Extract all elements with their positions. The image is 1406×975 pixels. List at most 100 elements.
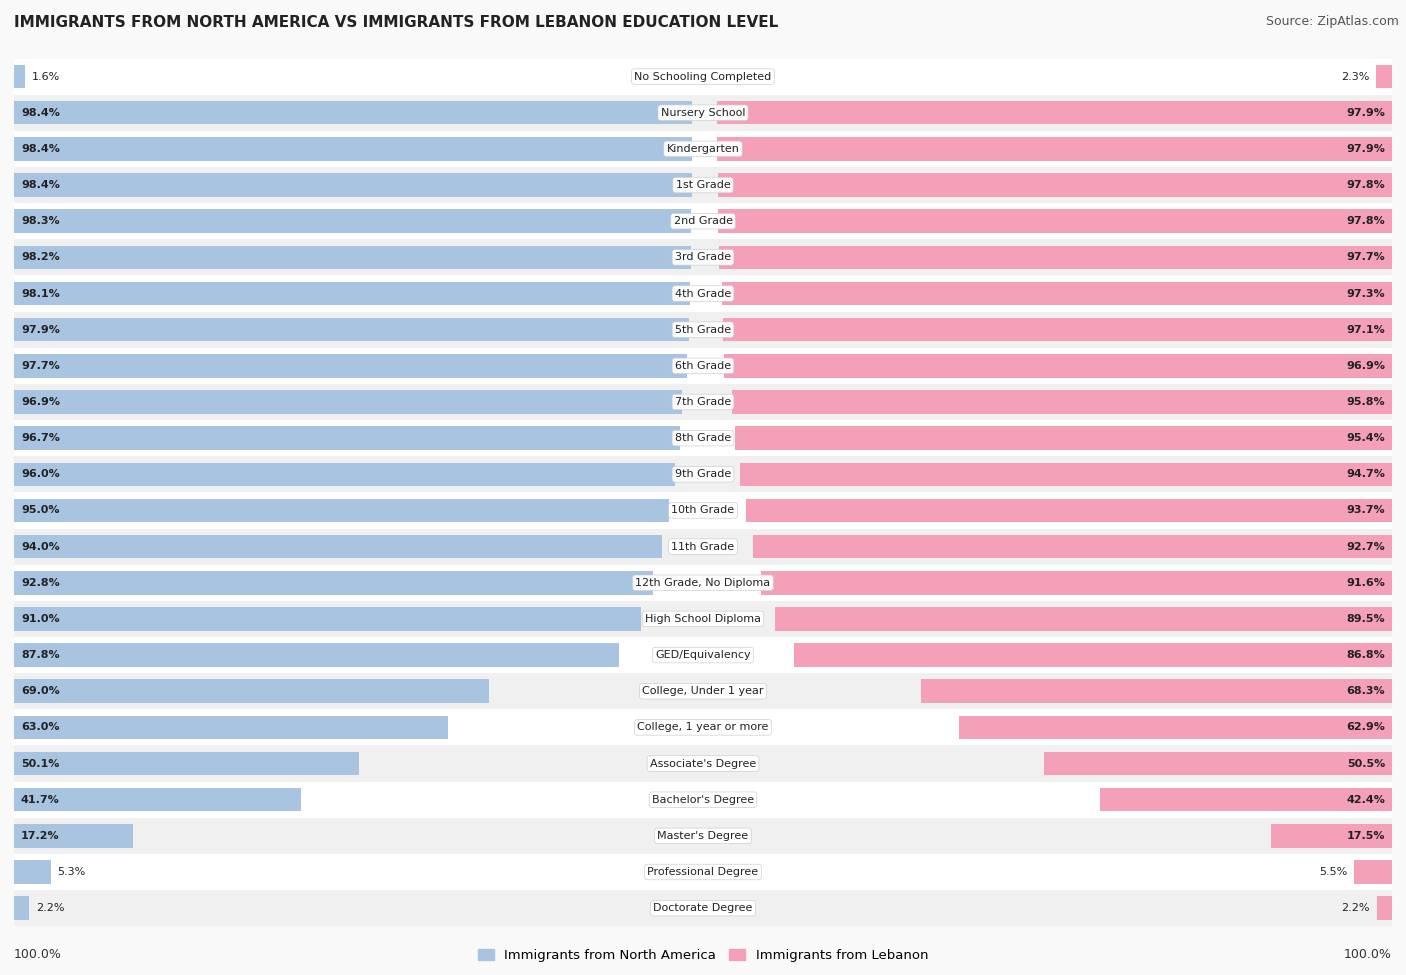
Text: 12th Grade, No Diploma: 12th Grade, No Diploma bbox=[636, 578, 770, 588]
Bar bbox=[14, 312, 1392, 348]
Bar bbox=[1376, 896, 1392, 920]
Text: Bachelor's Degree: Bachelor's Degree bbox=[652, 795, 754, 804]
Bar bbox=[14, 354, 688, 377]
Bar bbox=[14, 746, 1392, 782]
Text: 5.5%: 5.5% bbox=[1319, 867, 1347, 878]
Text: 97.9%: 97.9% bbox=[1346, 107, 1385, 118]
Bar bbox=[14, 824, 132, 847]
Text: 100.0%: 100.0% bbox=[14, 948, 62, 961]
Bar bbox=[14, 426, 681, 449]
Text: 98.2%: 98.2% bbox=[21, 253, 59, 262]
Text: 100.0%: 100.0% bbox=[1344, 948, 1392, 961]
Text: 97.3%: 97.3% bbox=[1347, 289, 1385, 298]
Bar bbox=[14, 462, 675, 487]
Bar bbox=[735, 426, 1392, 449]
Bar bbox=[14, 680, 489, 703]
Bar bbox=[14, 710, 1392, 746]
Bar bbox=[14, 246, 690, 269]
Bar bbox=[747, 498, 1392, 523]
Text: 6th Grade: 6th Grade bbox=[675, 361, 731, 370]
Text: 92.8%: 92.8% bbox=[21, 578, 59, 588]
Text: 50.5%: 50.5% bbox=[1347, 759, 1385, 768]
Text: 17.5%: 17.5% bbox=[1347, 831, 1385, 840]
Text: 86.8%: 86.8% bbox=[1347, 650, 1385, 660]
Bar bbox=[959, 716, 1392, 739]
Text: 96.0%: 96.0% bbox=[21, 469, 59, 480]
Text: Nursery School: Nursery School bbox=[661, 107, 745, 118]
Text: College, 1 year or more: College, 1 year or more bbox=[637, 722, 769, 732]
Bar bbox=[754, 535, 1392, 559]
Text: 62.9%: 62.9% bbox=[1346, 722, 1385, 732]
Text: 1.6%: 1.6% bbox=[32, 71, 60, 82]
Bar bbox=[717, 101, 1392, 125]
Bar bbox=[14, 644, 619, 667]
Bar bbox=[733, 390, 1392, 413]
Bar bbox=[14, 571, 654, 595]
Bar bbox=[14, 854, 1392, 890]
Text: 2.2%: 2.2% bbox=[37, 903, 65, 914]
Text: 97.7%: 97.7% bbox=[21, 361, 59, 370]
Text: 5th Grade: 5th Grade bbox=[675, 325, 731, 334]
Text: 98.4%: 98.4% bbox=[21, 144, 60, 154]
Text: No Schooling Completed: No Schooling Completed bbox=[634, 71, 772, 82]
Text: 98.4%: 98.4% bbox=[21, 180, 60, 190]
Bar bbox=[14, 782, 1392, 818]
Bar bbox=[14, 318, 689, 341]
Text: 95.8%: 95.8% bbox=[1347, 397, 1385, 407]
Bar bbox=[14, 860, 51, 883]
Bar bbox=[14, 716, 449, 739]
Text: Kindergarten: Kindergarten bbox=[666, 144, 740, 154]
Text: Doctorate Degree: Doctorate Degree bbox=[654, 903, 752, 914]
Text: 98.3%: 98.3% bbox=[21, 216, 59, 226]
Bar bbox=[14, 275, 1392, 312]
Bar bbox=[775, 607, 1392, 631]
Bar bbox=[1271, 824, 1392, 847]
Text: 95.0%: 95.0% bbox=[21, 505, 59, 516]
Bar bbox=[14, 131, 1392, 167]
Bar bbox=[14, 456, 1392, 492]
Bar bbox=[14, 58, 1392, 95]
Bar bbox=[14, 95, 1392, 131]
Text: 8th Grade: 8th Grade bbox=[675, 433, 731, 444]
Text: 50.1%: 50.1% bbox=[21, 759, 59, 768]
Text: 7th Grade: 7th Grade bbox=[675, 397, 731, 407]
Text: 3rd Grade: 3rd Grade bbox=[675, 253, 731, 262]
Bar bbox=[14, 535, 662, 559]
Bar bbox=[14, 752, 359, 775]
Bar bbox=[721, 282, 1392, 305]
Bar bbox=[14, 890, 1392, 926]
Text: 69.0%: 69.0% bbox=[21, 686, 59, 696]
Bar bbox=[14, 282, 690, 305]
Text: 4th Grade: 4th Grade bbox=[675, 289, 731, 298]
Text: 17.2%: 17.2% bbox=[21, 831, 59, 840]
Text: 96.7%: 96.7% bbox=[21, 433, 60, 444]
Bar bbox=[14, 384, 1392, 420]
Bar bbox=[761, 571, 1392, 595]
Text: 98.1%: 98.1% bbox=[21, 289, 59, 298]
Text: 98.4%: 98.4% bbox=[21, 107, 60, 118]
Bar bbox=[1376, 64, 1392, 89]
Text: 96.9%: 96.9% bbox=[1346, 361, 1385, 370]
Bar bbox=[14, 390, 682, 413]
Bar bbox=[14, 239, 1392, 275]
Text: 94.0%: 94.0% bbox=[21, 541, 59, 552]
Bar bbox=[14, 601, 1392, 637]
Bar bbox=[14, 203, 1392, 239]
Text: GED/Equivalency: GED/Equivalency bbox=[655, 650, 751, 660]
Bar bbox=[14, 673, 1392, 710]
Bar bbox=[14, 607, 641, 631]
Bar bbox=[14, 896, 30, 920]
Bar bbox=[718, 210, 1392, 233]
Bar bbox=[14, 498, 669, 523]
Text: 89.5%: 89.5% bbox=[1347, 614, 1385, 624]
Bar bbox=[14, 565, 1392, 601]
Text: 91.0%: 91.0% bbox=[21, 614, 59, 624]
Text: 94.7%: 94.7% bbox=[1346, 469, 1385, 480]
Text: 97.9%: 97.9% bbox=[21, 325, 60, 334]
Text: 91.6%: 91.6% bbox=[1346, 578, 1385, 588]
Bar bbox=[14, 64, 25, 89]
Bar bbox=[14, 788, 301, 811]
Text: College, Under 1 year: College, Under 1 year bbox=[643, 686, 763, 696]
Bar bbox=[14, 492, 1392, 528]
Text: Master's Degree: Master's Degree bbox=[658, 831, 748, 840]
